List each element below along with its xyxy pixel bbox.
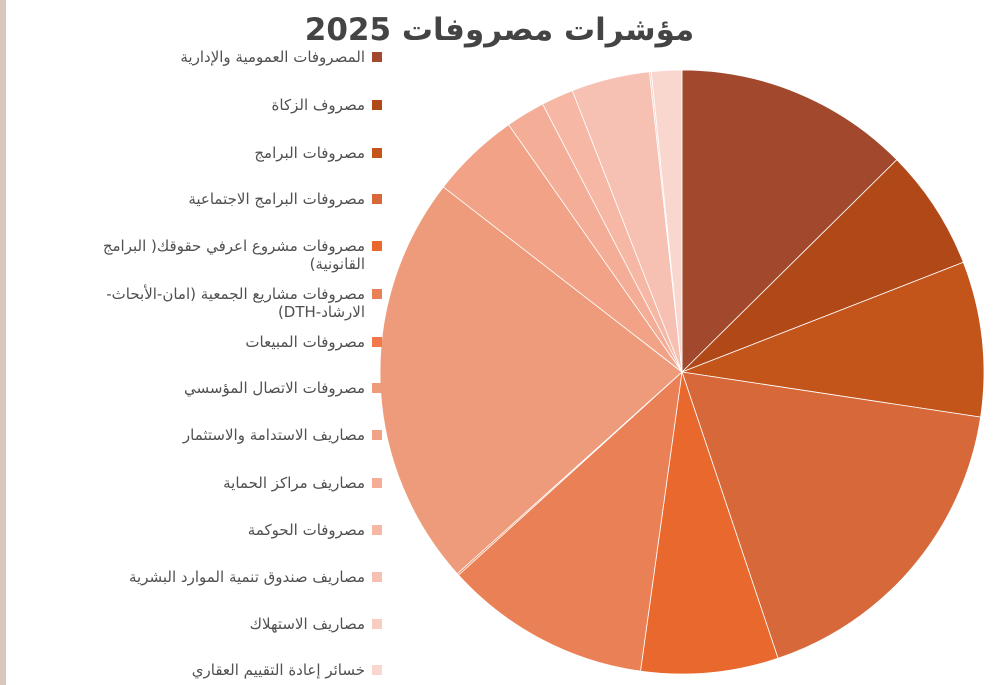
pie-slice-1 [681, 69, 898, 373]
legend-item-9: مصاريف الاستدامة والاستثمار [22, 426, 382, 444]
legend-swatch-1 [372, 52, 382, 62]
legend-label-1: المصروفات العمومية والإدارية [180, 48, 365, 66]
legend-item-2: مصروف الزكاة [22, 96, 382, 114]
legend-item-4: مصروفات البرامج الاجتماعية [22, 190, 382, 208]
legend-label-13: مصاريف الاستهلاك [249, 615, 365, 633]
legend-swatch-8 [372, 383, 382, 393]
legend-label-4: مصروفات البرامج الاجتماعية [188, 190, 365, 208]
pie-slice-2 [681, 159, 964, 373]
legend-label-12: مصاريف صندوق تنمية الموارد البشرية [129, 568, 365, 586]
legend-item-10: مصاريف مراكز الحماية [22, 474, 382, 492]
legend-item-13: مصاريف الاستهلاك [22, 615, 382, 633]
legend-swatch-3 [372, 148, 382, 158]
legend-swatch-11 [372, 525, 382, 535]
legend-item-6: مصروفات مشاريع الجمعية (امان-الأبحاث-الا… [22, 285, 382, 321]
legend-item-7: مصروفات المبيعات [22, 333, 382, 351]
legend-swatch-6 [372, 289, 382, 299]
legend-label-7: مصروفات المبيعات [245, 333, 365, 351]
pie-slice-5 [640, 371, 779, 675]
legend-label-9: مصاريف الاستدامة والاستثمار [182, 426, 365, 444]
legend-item-12: مصاريف صندوق تنمية الموارد البشرية [22, 568, 382, 586]
legend-swatch-2 [372, 100, 382, 110]
legend-swatch-12 [372, 572, 382, 582]
legend-swatch-5 [372, 241, 382, 251]
pie-slice-3 [680, 261, 985, 418]
legend-label-8: مصروفات الاتصال المؤسسي [184, 379, 365, 397]
legend-label-14: خسائر إعادة التقييم العقاري [191, 661, 365, 679]
legend-label-3: مصروفات البرامج [254, 144, 365, 162]
pie-slice-8 [379, 186, 683, 575]
legend-item-5: مصروفات مشروع اعرفي حقوقك( البرامج القان… [22, 237, 382, 273]
legend-label-5: مصروفات مشروع اعرفي حقوقك( البرامج القان… [102, 237, 365, 273]
legend-item-8: مصروفات الاتصال المؤسسي [22, 379, 382, 397]
legend: المصروفات العمومية والإدارية مصروف الزكاة… [22, 34, 382, 684]
legend-swatch-7 [372, 337, 382, 347]
left-border [0, 0, 6, 685]
legend-label-10: مصاريف مراكز الحماية [223, 474, 365, 492]
pie-slices [379, 69, 985, 675]
pie-slice-4 [681, 371, 982, 659]
legend-item-3: مصروفات البرامج [22, 144, 382, 162]
legend-swatch-10 [372, 478, 382, 488]
legend-swatch-4 [372, 194, 382, 204]
legend-swatch-9 [372, 430, 382, 440]
legend-item-11: مصروفات الحوكمة [22, 521, 382, 539]
pie-slice-6 [457, 370, 683, 672]
legend-item-14: خسائر إعادة التقييم العقاري [22, 661, 382, 679]
legend-swatch-13 [372, 619, 382, 629]
legend-label-2: مصروف الزكاة [271, 96, 365, 114]
legend-item-1: المصروفات العمومية والإدارية [22, 48, 382, 66]
legend-label-6: مصروفات مشاريع الجمعية (امان-الأبحاث-الا… [106, 285, 365, 321]
legend-swatch-14 [372, 665, 382, 675]
chart-title: مؤشرات مصروفات 2025 [304, 12, 695, 48]
pie-slice-14 [650, 69, 683, 373]
legend-label-11: مصروفات الحوكمة [247, 521, 365, 539]
